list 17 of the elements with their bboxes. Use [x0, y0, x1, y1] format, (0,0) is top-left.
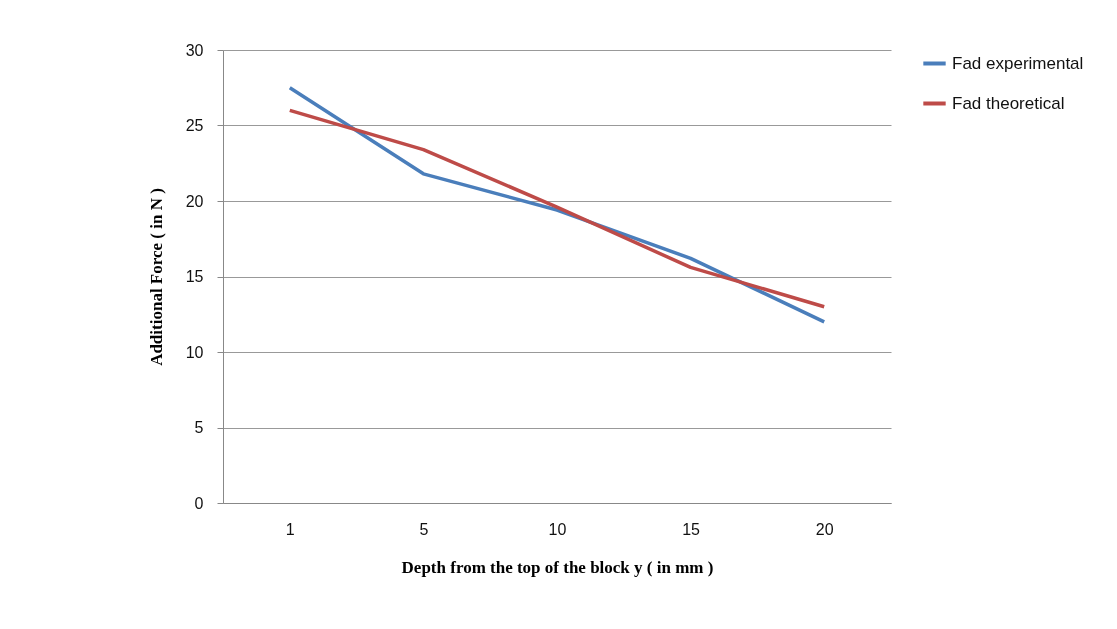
x-tick-label: 10: [548, 520, 567, 538]
y-tick-label: 10: [185, 343, 204, 361]
x-tick-label: 1: [285, 520, 295, 538]
legend-label: Fad experimental: [952, 53, 1084, 73]
y-tick-label: 30: [185, 41, 204, 59]
y-tick-label: 25: [185, 117, 204, 134]
y-tick-label: 5: [194, 419, 204, 436]
y-tick-label: 20: [185, 192, 204, 210]
x-tick-label: 20: [815, 520, 834, 538]
y-tick-label: 0: [194, 494, 204, 512]
x-tick-label: 5: [419, 520, 429, 538]
x-axis-title: Depth from the top of the block y ( in mm ): [401, 557, 714, 577]
x-tick-label: 15: [682, 520, 701, 538]
line-series: [288, 108, 826, 309]
legend-label: Fad theoretical: [952, 93, 1065, 113]
y-tick-label: 15: [185, 268, 204, 285]
y-axis-title: Additional Force ( in N ): [146, 188, 166, 366]
